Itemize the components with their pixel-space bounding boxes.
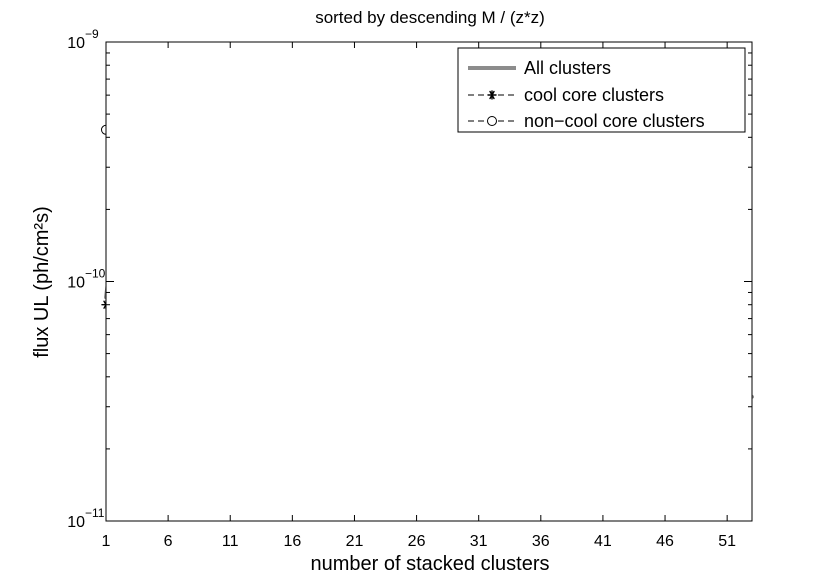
legend-layer: All clusters cool core clusters non−cool c… bbox=[457, 47, 746, 133]
y-tick-label: 10 bbox=[67, 514, 85, 531]
x-tick-label: 51 bbox=[718, 533, 736, 550]
x-tick-label: 46 bbox=[656, 533, 674, 550]
x-tick-label: 11 bbox=[222, 533, 239, 550]
x-tick-label: 31 bbox=[470, 533, 488, 550]
y-axis-label: flux UL (ph/cm²s) bbox=[31, 206, 53, 358]
x-tick-label: 36 bbox=[532, 533, 550, 550]
chart-title: sorted by descending M / (z*z) bbox=[315, 8, 545, 27]
y-tick-exponent: −9 bbox=[85, 27, 99, 41]
legend-cool-core-label: cool core clusters bbox=[524, 85, 664, 105]
x-tick-label: 6 bbox=[164, 533, 173, 550]
x-axis-label: number of stacked clusters bbox=[311, 553, 550, 575]
legend-non-cool-core-marker bbox=[487, 116, 497, 126]
y-tick-exponent: −10 bbox=[85, 267, 106, 281]
y-tick-exponent: −11 bbox=[85, 506, 105, 520]
y-tick-label: 10 bbox=[67, 275, 85, 292]
legend-non-cool-core-label: non−cool core clusters bbox=[524, 111, 705, 131]
legend-box bbox=[457, 47, 746, 133]
x-tick-label: 1 bbox=[102, 533, 111, 550]
x-tick-label: 21 bbox=[346, 533, 364, 550]
x-tick-label: 26 bbox=[408, 533, 426, 550]
legend-all-clusters-label: All clusters bbox=[524, 58, 611, 78]
text-layer: sorted by descending M / (z*z) number of… bbox=[31, 8, 736, 575]
x-tick-label: 16 bbox=[283, 533, 301, 550]
x-tick-label: 41 bbox=[594, 533, 612, 550]
y-tick-label: 10 bbox=[67, 35, 85, 52]
legend-cool-core-marker bbox=[487, 90, 497, 100]
